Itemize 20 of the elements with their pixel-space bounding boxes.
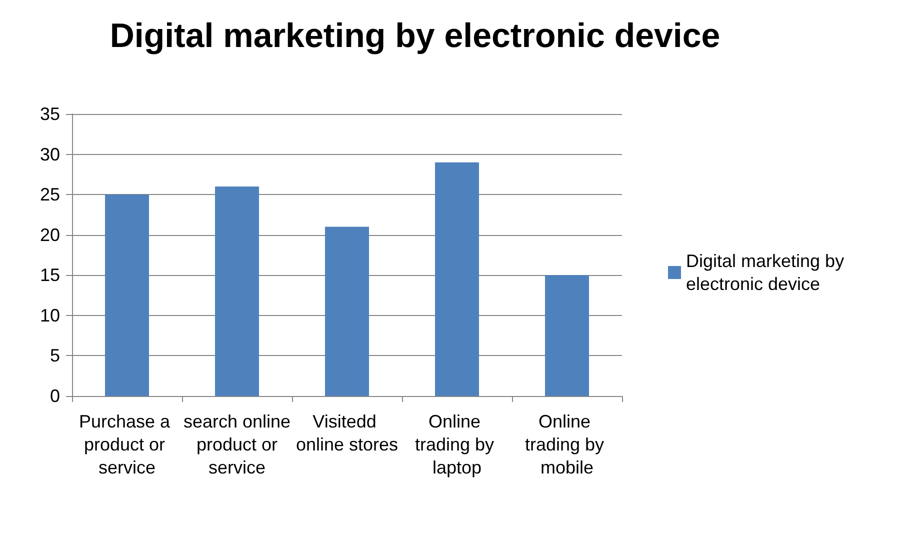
y-tick-label: 15 [40,265,60,286]
y-tick-label: 20 [40,224,60,245]
bar [105,194,149,396]
x-tick-label: Purchase a product or service [78,412,176,478]
bar [545,275,589,396]
y-tick-label: 35 [40,104,60,124]
y-tick-label: 10 [40,305,60,326]
y-tick-label: 0 [50,386,60,406]
x-tick-label: search online product or service [183,412,291,478]
x-tick-label: Online trading by mobile [524,412,610,478]
legend-label: Digital marketing by electronic device [686,251,850,294]
bar [435,162,479,396]
y-tick-label: 5 [50,346,60,366]
y-tick-label: 30 [40,144,60,164]
x-tick-label: Visitedd online stores [296,412,398,454]
bar [215,186,259,396]
y-tick-label: 25 [40,184,60,205]
bar [325,226,369,396]
chart-title: Digital marketing by electronic device [110,17,720,55]
x-tick-label: Online trading by laptop [414,412,500,478]
